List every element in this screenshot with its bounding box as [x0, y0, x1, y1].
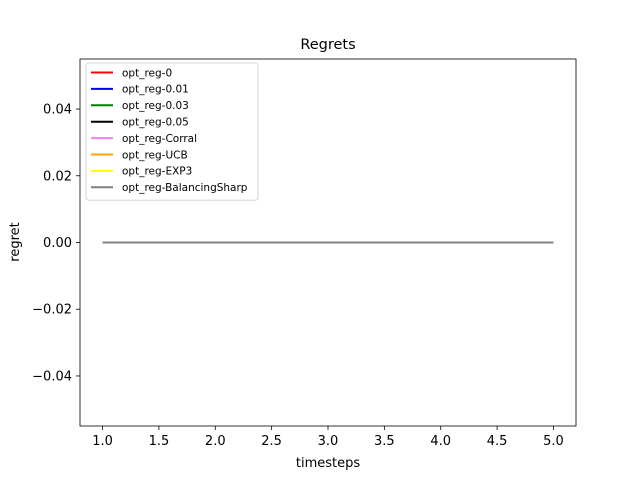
legend-label-5: opt_reg-UCB: [122, 149, 188, 161]
x-tick-label: 4.0: [430, 434, 451, 449]
legend-label-2: opt_reg-0.03: [122, 100, 189, 112]
x-tick-label: 2.5: [261, 434, 282, 449]
y-tick-label: −0.02: [32, 303, 72, 318]
legend-label-4: opt_reg-Corral: [122, 133, 197, 145]
x-tick-label: 1.5: [149, 434, 170, 449]
x-tick-label: 3.0: [318, 434, 339, 449]
x-tick-label: 3.5: [374, 434, 395, 449]
legend-label-1: opt_reg-0.01: [122, 84, 189, 96]
y-tick-label: 0.02: [43, 169, 72, 184]
plot-area: 1.0 1.5 2.0 2.5 3.0 3.5 4.0 4.5 5.0 −0.04 −0.02 0.0…: [32, 58, 577, 449]
y-tick-label: −0.04: [32, 369, 72, 384]
legend-box: [85, 62, 259, 201]
x-tick-label: 2.0: [205, 434, 226, 449]
x-tick-label: 4.5: [487, 434, 508, 449]
x-tick-label: 5.0: [543, 434, 564, 449]
legend-label-7: opt_reg-BalancingSharp: [122, 182, 248, 194]
legend-label-0: opt_reg-0: [122, 67, 172, 79]
legend: opt_reg-0 opt_reg-0.01 opt_reg-0.03 opt_reg…: [85, 62, 259, 201]
y-axis-label: regret: [8, 222, 23, 261]
y-tick-label: 0.04: [43, 103, 72, 118]
x-axis-label: timesteps: [296, 456, 360, 471]
x-tick-label: 1.0: [92, 434, 113, 449]
legend-label-3: opt_reg-0.05: [122, 117, 189, 129]
legend-label-6: opt_reg-EXP3: [122, 166, 192, 178]
chart-title: Regrets: [300, 37, 355, 53]
y-tick-label: 0.00: [43, 236, 72, 251]
